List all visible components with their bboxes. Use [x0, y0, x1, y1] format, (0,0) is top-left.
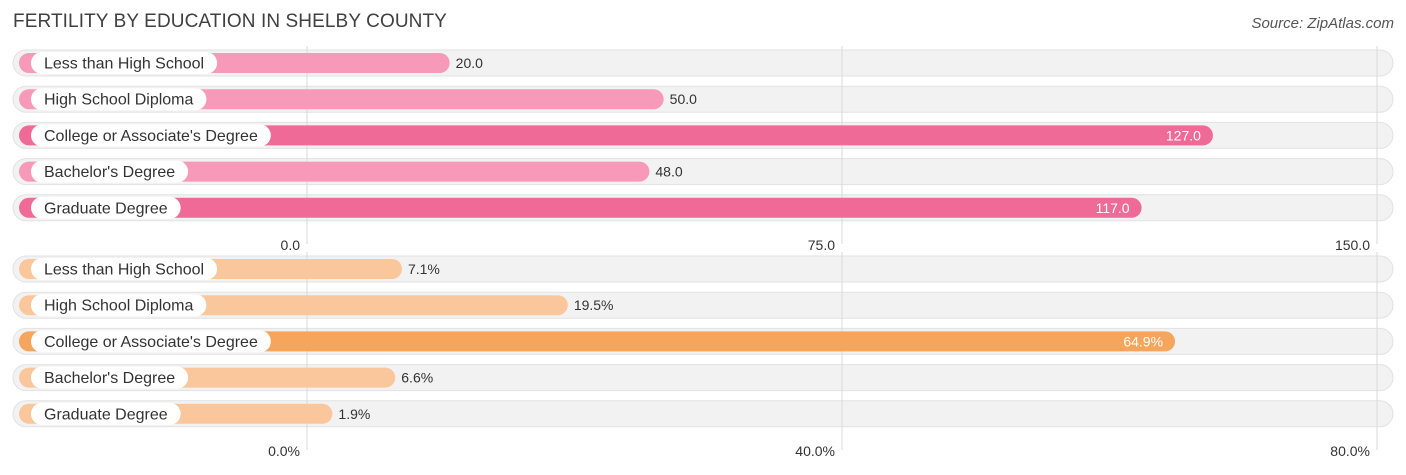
bar: [19, 197, 1142, 218]
category-label-bg: [31, 88, 207, 111]
category-label-bg: [31, 258, 218, 280]
category-label-bg: [31, 402, 181, 425]
category-label: Less than High School: [44, 56, 204, 73]
tick-label: 150.0: [1335, 237, 1370, 253]
value-label: 1.9%: [338, 406, 370, 422]
bar: [19, 125, 1213, 146]
category-label: High School Diploma: [44, 298, 194, 315]
value-label: 7.1%: [408, 261, 440, 277]
tick-label: 40.0%: [795, 443, 835, 459]
category-label: Bachelor's Degree: [44, 370, 175, 387]
tick-label: 80.0%: [1330, 443, 1370, 459]
category-label: Graduate Degree: [44, 406, 168, 423]
category-label: Less than High School: [44, 262, 204, 279]
bar: [19, 331, 1176, 352]
chart-title: FERTILITY BY EDUCATION IN SHELBY COUNTY: [13, 11, 447, 32]
source-label: Source: ZipAtlas.com: [1251, 15, 1394, 32]
value-label: 48.0: [655, 164, 682, 180]
value-label: 117.0: [1096, 200, 1130, 216]
category-label-bg: [31, 330, 271, 353]
category-label: College or Associate's Degree: [44, 128, 258, 145]
value-label: 50.0: [670, 91, 697, 107]
value-label: 127.0: [1166, 127, 1201, 143]
category-label: High School Diploma: [44, 92, 194, 109]
tick-label: 0.0%: [268, 443, 300, 459]
value-label: 6.6%: [401, 370, 433, 386]
tick-label: 0.0: [281, 237, 301, 253]
category-label: Bachelor's Degree: [44, 164, 175, 181]
chart-panel-1: Less than High School 20.0 High School Dip…: [12, 46, 1394, 253]
chart-panel-2: Less than High School 7.1% High School Dip…: [12, 252, 1394, 459]
category-label-bg: [31, 366, 189, 389]
tick-label: 75.0: [808, 237, 835, 253]
value-label: 64.9%: [1123, 333, 1163, 349]
row-background: [12, 400, 1394, 428]
category-label-bg: [31, 52, 218, 74]
category-label-bg: [31, 160, 189, 183]
category-label-bg: [31, 124, 271, 147]
category-label-bg: [31, 196, 181, 219]
category-label: College or Associate's Degree: [44, 334, 258, 351]
value-label: 20.0: [456, 55, 483, 71]
category-label-bg: [31, 294, 207, 317]
value-label: 19.5%: [574, 297, 614, 313]
category-label: Graduate Degree: [44, 200, 168, 217]
